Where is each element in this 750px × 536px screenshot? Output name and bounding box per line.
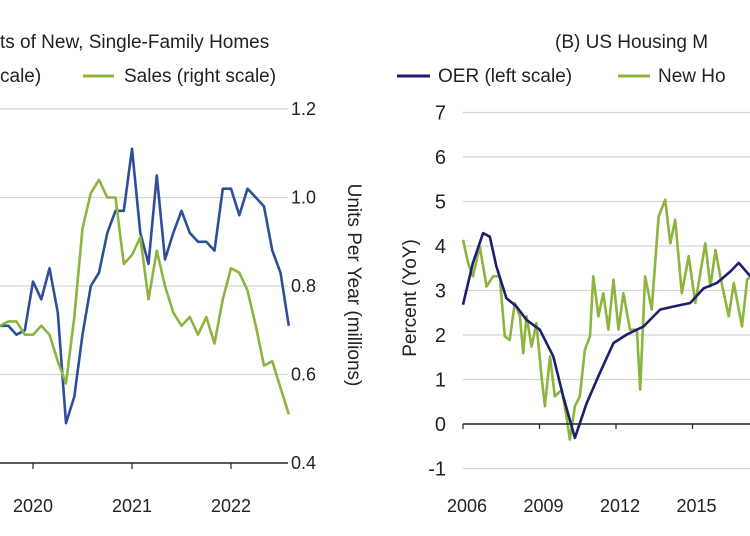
left-y-tick-label: 1.0 xyxy=(291,188,316,208)
right-y-tick-label: -1 xyxy=(428,459,446,481)
right-y-tick-label: 3 xyxy=(435,281,446,303)
right-chart-title: (B) US Housing M xyxy=(555,32,708,53)
right-y-tick-label: 7 xyxy=(435,103,446,125)
left-y-tick-label: 0.4 xyxy=(291,453,316,473)
right-y-tick-label: 6 xyxy=(435,147,446,169)
left-x-tick-label: 2020 xyxy=(13,496,53,516)
right-series-oer-line xyxy=(461,231,750,440)
left-series-blue-line xyxy=(0,147,291,425)
left-legend-label-0: cale) xyxy=(0,66,41,87)
left-series-sales-line xyxy=(0,178,291,415)
right-y-tick-label: 4 xyxy=(435,236,446,258)
left-y-axis-title: Units Per Year (millions) xyxy=(343,184,364,387)
right-y-tick-label: 2 xyxy=(435,325,446,347)
right-x-tick-label: 2015 xyxy=(676,496,716,516)
left-x-tick-label: 2021 xyxy=(112,496,152,516)
left-y-tick-label: 0.6 xyxy=(291,365,316,385)
right-series-new-home-line xyxy=(461,198,750,441)
left-y-tick-label: 1.2 xyxy=(291,99,316,119)
left-y-tick-label: 0.8 xyxy=(291,276,316,296)
right-y-tick-label: 1 xyxy=(435,370,446,392)
right-legend-label-0: OER (left scale) xyxy=(438,66,572,87)
right-x-tick-label: 2006 xyxy=(447,496,487,516)
right-y-tick-label: 5 xyxy=(435,192,446,214)
right-legend-label-1: New Ho xyxy=(658,66,726,87)
left-x-tick-label: 2022 xyxy=(211,496,251,516)
left-chart-title: ts of New, Single-Family Homes xyxy=(0,32,269,53)
left-legend-label-1: Sales (right scale) xyxy=(124,66,276,87)
right-x-tick-label: 2009 xyxy=(523,496,563,516)
right-y-tick-label: 0 xyxy=(435,414,446,436)
right-y-axis-title: Percent (YoY) xyxy=(400,239,421,357)
right-x-tick-label: 2012 xyxy=(600,496,640,516)
